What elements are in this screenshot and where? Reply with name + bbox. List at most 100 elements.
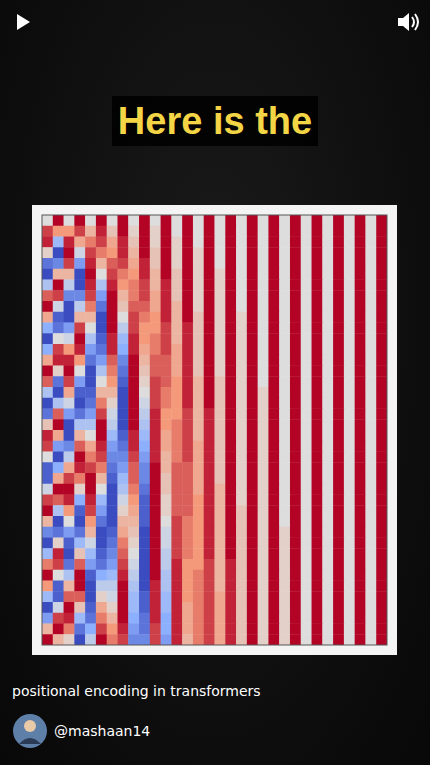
heatmap-cell (376, 226, 387, 237)
heatmap-cell (312, 366, 323, 377)
heatmap-cell (96, 280, 107, 291)
heatmap-cell (139, 355, 150, 366)
heatmap-cell (355, 484, 366, 495)
heatmap-cell (161, 473, 172, 484)
channel-avatar[interactable] (13, 714, 47, 748)
heatmap-cell (301, 602, 312, 613)
heatmap-cell (96, 323, 107, 334)
heatmap-cell (236, 516, 247, 527)
heatmap-cell (182, 602, 193, 613)
heatmap-cell (344, 548, 355, 559)
heatmap-cell (279, 624, 290, 635)
heatmap-cell (333, 269, 344, 280)
heatmap-cell (161, 258, 172, 269)
heatmap-cell (117, 387, 128, 398)
heatmap-cell (85, 344, 96, 355)
heatmap-cell (204, 430, 215, 441)
heatmap-cell (128, 484, 139, 495)
heatmap-cell (150, 269, 161, 280)
heatmap-cell (182, 258, 193, 269)
heatmap-cell (322, 441, 333, 452)
heatmap-cell (182, 355, 193, 366)
heatmap-cell (193, 452, 204, 463)
heatmap-cell (128, 462, 139, 473)
heatmap-cell (333, 495, 344, 506)
volume-icon[interactable] (398, 13, 418, 31)
heatmap-cell (258, 624, 269, 635)
heatmap-cell (139, 516, 150, 527)
heatmap-cell (322, 301, 333, 312)
heatmap-cell (215, 538, 226, 549)
heatmap-cell (268, 280, 279, 291)
heatmap-cell (182, 505, 193, 516)
heatmap-cell (301, 312, 312, 323)
heatmap-cell (85, 387, 96, 398)
heatmap-cell (204, 484, 215, 495)
heatmap-cell (85, 258, 96, 269)
heatmap-cell (204, 366, 215, 377)
heatmap-cell (117, 462, 128, 473)
heatmap-cell (355, 602, 366, 613)
heatmap-cell (74, 430, 85, 441)
heatmap-cell (312, 430, 323, 441)
heatmap-cell (312, 323, 323, 334)
heatmap-cell (139, 269, 150, 280)
heatmap-cell (85, 333, 96, 344)
heatmap-cell (150, 452, 161, 463)
heatmap-cell (333, 376, 344, 387)
heatmap-cell (225, 258, 236, 269)
heatmap-cell (161, 247, 172, 258)
heatmap-cell (312, 473, 323, 484)
heatmap-cell (247, 301, 258, 312)
heatmap-cell (333, 247, 344, 258)
heatmap-cell (128, 355, 139, 366)
heatmap-cell (64, 441, 75, 452)
heatmap-cell (376, 473, 387, 484)
heatmap-cell (128, 215, 139, 226)
heatmap-cell (333, 258, 344, 269)
heatmap-cell (333, 344, 344, 355)
heatmap-cell (204, 452, 215, 463)
heatmap-cell (312, 441, 323, 452)
heatmap-cell (279, 441, 290, 452)
heatmap-cell (322, 452, 333, 463)
heatmap-cell (161, 613, 172, 624)
heatmap-cell (128, 312, 139, 323)
heatmap-cell (344, 559, 355, 570)
heatmap-cell (139, 462, 150, 473)
heatmap-cell (182, 462, 193, 473)
heatmap-cell (225, 419, 236, 430)
heatmap-cell (355, 301, 366, 312)
video-caption: positional encoding in transformers (12, 683, 261, 699)
heatmap-cell (128, 613, 139, 624)
heatmap-cell (53, 527, 64, 538)
heatmap-cell (204, 462, 215, 473)
heatmap-cell (96, 344, 107, 355)
heatmap-cell (236, 495, 247, 506)
heatmap-cell (258, 419, 269, 430)
heatmap-cell (128, 323, 139, 334)
heatmap-cell (365, 398, 376, 409)
heatmap-cell (204, 312, 215, 323)
heatmap-cell (161, 215, 172, 226)
heatmap-cell (312, 495, 323, 506)
heatmap-cell (258, 344, 269, 355)
heatmap-cell (204, 409, 215, 420)
heatmap-cell (322, 419, 333, 430)
heatmap-cell (258, 484, 269, 495)
heatmap-cell (322, 355, 333, 366)
heatmap-cell (247, 398, 258, 409)
heatmap-cell (376, 581, 387, 592)
heatmap-cell (85, 237, 96, 248)
heatmap-cell (247, 280, 258, 291)
heatmap-cell (268, 452, 279, 463)
heatmap-cell (236, 634, 247, 645)
heatmap-cell (139, 495, 150, 506)
heatmap-cell (355, 290, 366, 301)
heatmap-cell (96, 430, 107, 441)
heatmap-cell (268, 527, 279, 538)
play-icon[interactable] (17, 14, 30, 30)
heatmap-cell (301, 280, 312, 291)
heatmap-cell (85, 312, 96, 323)
heatmap-cell (171, 462, 182, 473)
